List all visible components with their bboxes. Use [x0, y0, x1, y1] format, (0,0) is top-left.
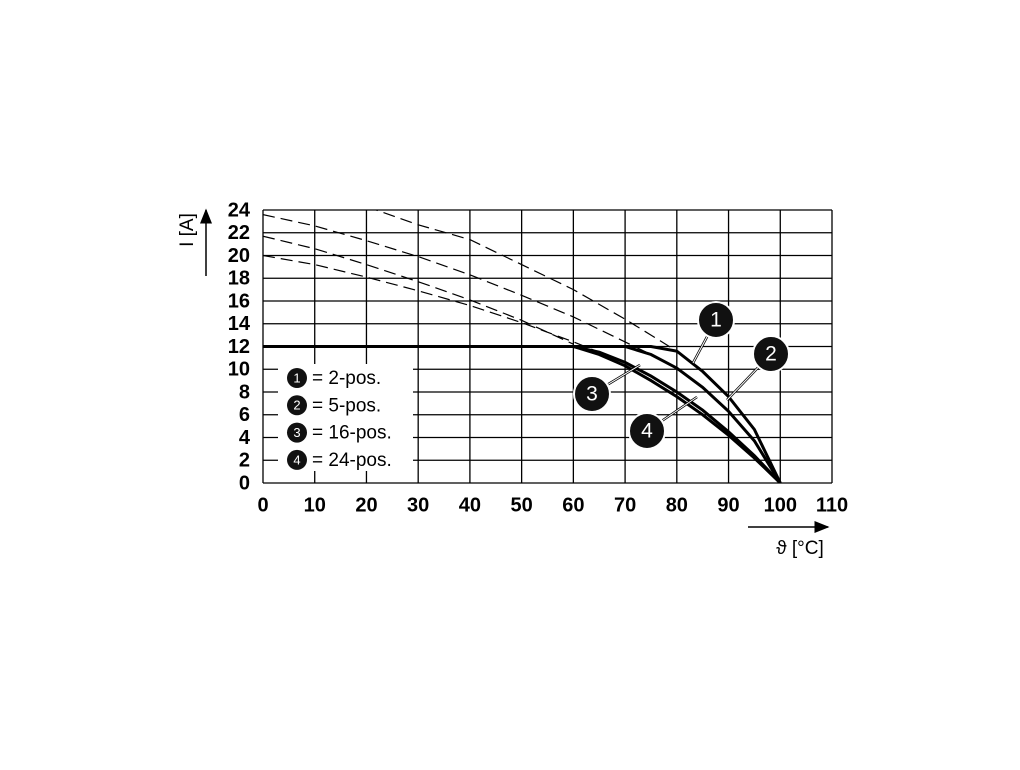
callout-label: 3: [586, 383, 598, 406]
x-tick-label: 90: [717, 494, 739, 516]
x-tick-label: 40: [459, 494, 481, 516]
y-tick-label: 12: [228, 336, 250, 358]
x-tick-label: 70: [614, 494, 636, 516]
x-tick-label: 110: [816, 494, 848, 516]
x-tick-label: 30: [407, 494, 429, 516]
callout-label: 1: [710, 309, 722, 332]
callout-circle: [628, 412, 666, 450]
y-tick-label: 10: [228, 359, 250, 381]
legend-circle: [287, 422, 307, 443]
x-tick-label: 10: [304, 494, 326, 516]
y-tick-label: 2: [239, 450, 250, 472]
y-tick-label: 20: [228, 245, 250, 267]
legend-label: = 16-pos.: [312, 423, 392, 444]
extrapolated-line: [263, 254, 600, 353]
legend-marker: 2: [293, 398, 300, 413]
extrapolated-line: [263, 214, 652, 356]
y-tick-label: 8: [239, 381, 250, 403]
y-tick-label: 6: [239, 404, 250, 426]
x-tick-label: 20: [355, 494, 377, 516]
legend-label: = 2-pos.: [312, 368, 381, 389]
legend-label: = 24-pos.: [312, 450, 392, 471]
callout-circle: [573, 375, 611, 413]
callout-label: 4: [641, 420, 653, 443]
extrapolated-line: [374, 210, 678, 352]
legend-marker: 1: [293, 370, 300, 385]
y-tick-label: 14: [228, 313, 251, 335]
y-tick-label: 24: [228, 199, 251, 221]
y-axis-label: I [A]: [177, 213, 198, 247]
legend-circle: [287, 395, 307, 416]
legend-label: = 5-pos.: [312, 395, 381, 416]
x-tick-label: 0: [257, 494, 268, 516]
callout-label: 2: [765, 343, 777, 366]
y-tick-label: 16: [228, 290, 250, 312]
y-tick-label: 22: [228, 222, 250, 244]
legend-marker: 4: [293, 452, 300, 467]
series-line: [263, 345, 782, 483]
x-tick-label: 50: [511, 494, 533, 516]
y-tick-label: 4: [239, 427, 251, 449]
y-tick-label: 0: [239, 472, 250, 494]
legend-circle: [287, 368, 307, 388]
extrapolated-line: [263, 235, 574, 345]
callout-circle: [697, 301, 735, 339]
x-tick-label: 80: [666, 494, 688, 516]
y-tick-label: 18: [228, 268, 250, 290]
callout-circle: [752, 335, 790, 373]
legend-circle: [287, 449, 307, 470]
x-axis-label: ϑ [°C]: [776, 538, 824, 559]
x-tick-label: 60: [562, 494, 584, 516]
x-tick-label: 100: [764, 494, 797, 516]
legend-marker: 3: [293, 425, 300, 440]
